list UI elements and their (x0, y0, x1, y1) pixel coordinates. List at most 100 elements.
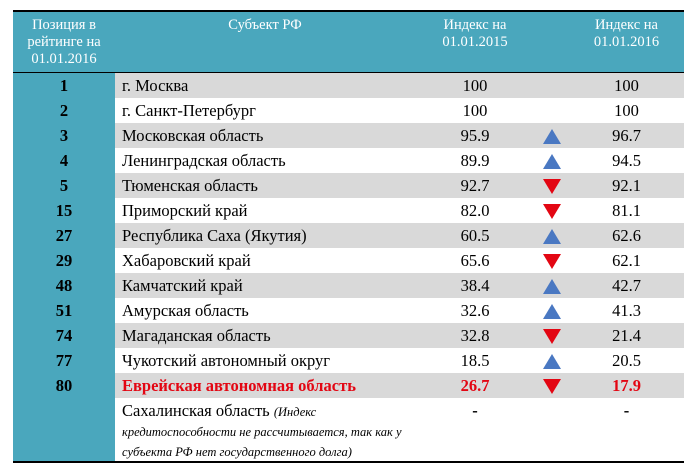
rank-cell: 1 (13, 72, 115, 98)
subject-cell: Республика Саха (Якутия) (115, 223, 415, 248)
subject-cell: Магаданская область (115, 323, 415, 348)
subject-cell: Еврейская автономная область (115, 373, 415, 398)
trend-cell (535, 348, 569, 373)
rank-cell: 80 (13, 373, 115, 398)
table-row: 51 Амурская область 32.6 41.3 (13, 298, 684, 323)
trend-down-icon (543, 254, 561, 270)
trend-cell (535, 398, 569, 462)
index-2015-cell: 60.5 (415, 223, 535, 248)
index-2016-cell: 42.7 (569, 273, 684, 298)
trend-up-icon (543, 279, 561, 295)
table-row: 1 г. Москва 100 100 (13, 72, 684, 98)
index-2016-cell: 100 (569, 72, 684, 98)
index-2016-cell: 20.5 (569, 348, 684, 373)
rank-cell: 3 (13, 123, 115, 148)
index-2015-cell: 32.8 (415, 323, 535, 348)
index-2015-cell: 38.4 (415, 273, 535, 298)
rank-cell (13, 398, 115, 462)
rank-cell: 48 (13, 273, 115, 298)
trend-down-icon (543, 329, 561, 345)
index-2016-cell: 92.1 (569, 173, 684, 198)
trend-up-icon (543, 129, 561, 145)
rank-cell: 15 (13, 198, 115, 223)
ranking-table-container: Позиция в рейтинге на 01.01.2016 Субъект… (13, 10, 684, 463)
index-2015-cell: 18.5 (415, 348, 535, 373)
table-row: 74 Магаданская область 32.8 21.4 (13, 323, 684, 348)
trend-cell (535, 223, 569, 248)
table-row: 4 Ленинградская область 89.9 94.5 (13, 148, 684, 173)
index-2015-cell: 100 (415, 72, 535, 98)
trend-cell (535, 373, 569, 398)
trend-up-icon (543, 229, 561, 245)
rank-cell: 29 (13, 248, 115, 273)
table-row: 5 Тюменская область 92.7 92.1 (13, 173, 684, 198)
table-row: 48 Камчатский край 38.4 42.7 (13, 273, 684, 298)
subject-cell: г. Санкт-Петербург (115, 98, 415, 123)
header-index-2015: Индекс на 01.01.2015 (415, 11, 535, 73)
header-subject: Субъект РФ (115, 11, 415, 73)
table-header-row: Позиция в рейтинге на 01.01.2016 Субъект… (13, 11, 684, 73)
subject-cell: Московская область (115, 123, 415, 148)
index-2016-cell: 100 (569, 98, 684, 123)
trend-up-icon (543, 354, 561, 370)
index-2016-cell: 62.6 (569, 223, 684, 248)
trend-cell (535, 148, 569, 173)
index-2016-cell: 96.7 (569, 123, 684, 148)
table-row: 77 Чукотский автономный округ 18.5 20.5 (13, 348, 684, 373)
table-row: 3 Московская область 95.9 96.7 (13, 123, 684, 148)
subject-cell: г. Москва (115, 72, 415, 98)
index-2015-cell: 26.7 (415, 373, 535, 398)
subject-cell: Ленинградская область (115, 148, 415, 173)
trend-cell (535, 98, 569, 123)
trend-up-icon (543, 154, 561, 170)
subject-name: Сахалинская область (122, 401, 270, 420)
subject-cell: Чукотский автономный округ (115, 348, 415, 373)
trend-down-icon (543, 204, 561, 220)
index-2016-cell: 17.9 (569, 373, 684, 398)
trend-cell (535, 173, 569, 198)
index-2016-cell: - (569, 398, 684, 462)
index-2016-cell: 81.1 (569, 198, 684, 223)
subject-cell: Тюменская область (115, 173, 415, 198)
index-2015-cell: 65.6 (415, 248, 535, 273)
index-2016-cell: 94.5 (569, 148, 684, 173)
table-row-note: Сахалинская область (Индекс кредитоспосо… (13, 398, 684, 462)
index-2016-cell: 62.1 (569, 248, 684, 273)
trend-cell (535, 123, 569, 148)
rank-cell: 77 (13, 348, 115, 373)
index-2015-cell: - (415, 398, 535, 462)
subject-cell: Амурская область (115, 298, 415, 323)
subject-cell: Хабаровский край (115, 248, 415, 273)
index-2016-cell: 21.4 (569, 323, 684, 348)
credit-index-table: Позиция в рейтинге на 01.01.2016 Субъект… (13, 10, 684, 463)
trend-cell (535, 198, 569, 223)
trend-cell (535, 273, 569, 298)
rank-cell: 27 (13, 223, 115, 248)
index-2016-cell: 41.3 (569, 298, 684, 323)
trend-cell (535, 72, 569, 98)
index-2015-cell: 95.9 (415, 123, 535, 148)
trend-up-icon (543, 304, 561, 320)
rank-cell: 74 (13, 323, 115, 348)
trend-down-icon (543, 379, 561, 395)
index-2015-cell: 92.7 (415, 173, 535, 198)
rank-cell: 51 (13, 298, 115, 323)
subject-cell: Сахалинская область (Индекс кредитоспосо… (115, 398, 415, 462)
trend-cell (535, 298, 569, 323)
subject-cell: Камчатский край (115, 273, 415, 298)
table-row: 15 Приморский край 82.0 81.1 (13, 198, 684, 223)
header-trend (535, 11, 569, 73)
index-2015-cell: 100 (415, 98, 535, 123)
table-row: 27 Республика Саха (Якутия) 60.5 62.6 (13, 223, 684, 248)
table-row-highlighted: 80 Еврейская автономная область 26.7 17.… (13, 373, 684, 398)
subject-cell: Приморский край (115, 198, 415, 223)
trend-cell (535, 323, 569, 348)
subject-note: (Индекс кредитоспособности не рассчитыва… (122, 405, 402, 459)
header-index-2016: Индекс на 01.01.2016 (569, 11, 684, 73)
index-2015-cell: 89.9 (415, 148, 535, 173)
trend-cell (535, 248, 569, 273)
index-2015-cell: 82.0 (415, 198, 535, 223)
table-row: 2 г. Санкт-Петербург 100 100 (13, 98, 684, 123)
table-row: 29 Хабаровский край 65.6 62.1 (13, 248, 684, 273)
index-2015-cell: 32.6 (415, 298, 535, 323)
